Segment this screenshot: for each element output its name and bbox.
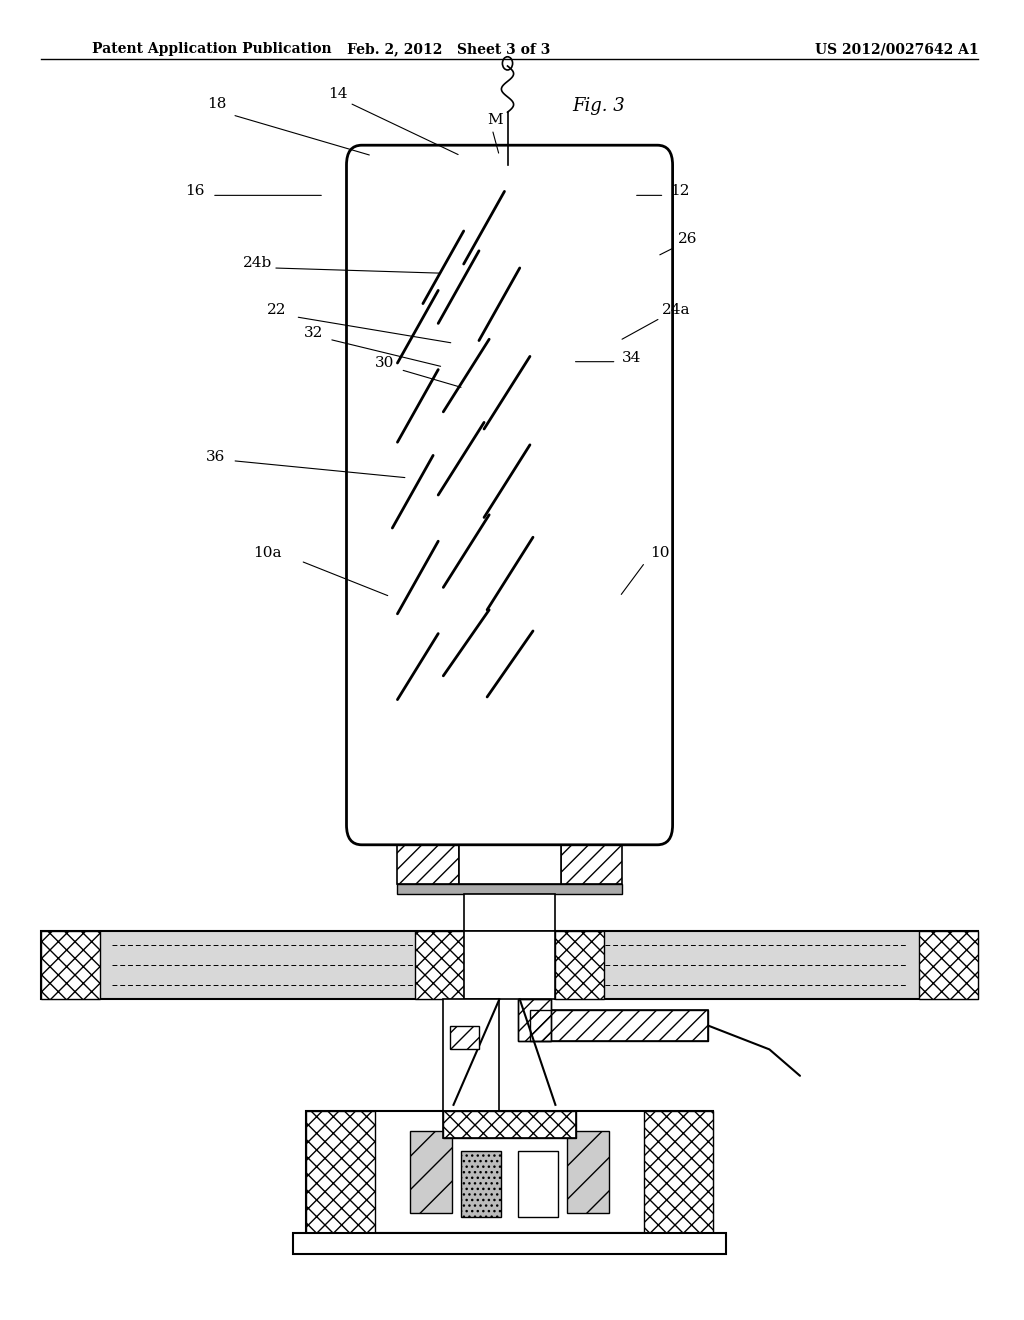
Text: 30: 30 — [375, 356, 394, 370]
Bar — [397, 825, 459, 884]
Bar — [566, 1131, 609, 1213]
Text: 18: 18 — [207, 98, 226, 111]
Text: Feb. 2, 2012   Sheet 3 of 3: Feb. 2, 2012 Sheet 3 of 3 — [347, 42, 550, 57]
Bar — [397, 884, 622, 894]
Text: 36: 36 — [206, 450, 225, 463]
Bar — [443, 1111, 575, 1138]
Text: US 2012/0027642 A1: US 2012/0027642 A1 — [815, 42, 979, 57]
Bar — [443, 999, 500, 1111]
Text: Patent Application Publication: Patent Application Publication — [92, 42, 332, 57]
Text: 10a: 10a — [253, 546, 282, 560]
Text: 32: 32 — [304, 326, 323, 339]
Bar — [451, 1026, 479, 1049]
Bar — [555, 931, 604, 999]
Text: 24b: 24b — [243, 256, 271, 269]
Text: 12: 12 — [671, 185, 690, 198]
Bar — [518, 1151, 558, 1217]
Text: 14: 14 — [328, 87, 348, 100]
Text: 26: 26 — [678, 232, 697, 246]
Bar — [555, 931, 978, 999]
Bar — [294, 1233, 726, 1254]
Bar — [530, 1010, 709, 1041]
Bar — [530, 1010, 709, 1041]
Text: 22: 22 — [267, 304, 287, 317]
Bar — [443, 1111, 575, 1138]
Text: 24a: 24a — [663, 304, 691, 317]
Bar — [560, 825, 622, 884]
FancyBboxPatch shape — [346, 145, 673, 845]
Bar — [41, 931, 464, 999]
Bar — [461, 1151, 502, 1217]
Bar — [306, 1111, 714, 1233]
Text: 10: 10 — [650, 546, 670, 560]
Bar — [410, 1131, 453, 1213]
Text: 34: 34 — [622, 351, 641, 364]
Bar — [464, 931, 555, 999]
Bar — [920, 931, 978, 999]
Text: Fig. 3: Fig. 3 — [572, 96, 626, 115]
Bar — [415, 931, 464, 999]
Bar — [464, 894, 555, 931]
Bar — [644, 1111, 714, 1233]
Bar — [459, 825, 560, 884]
Text: 16: 16 — [185, 185, 205, 198]
Bar — [41, 931, 100, 999]
Bar — [306, 1111, 375, 1233]
Text: M: M — [487, 114, 503, 127]
Bar — [518, 999, 551, 1041]
Bar — [518, 999, 551, 1041]
